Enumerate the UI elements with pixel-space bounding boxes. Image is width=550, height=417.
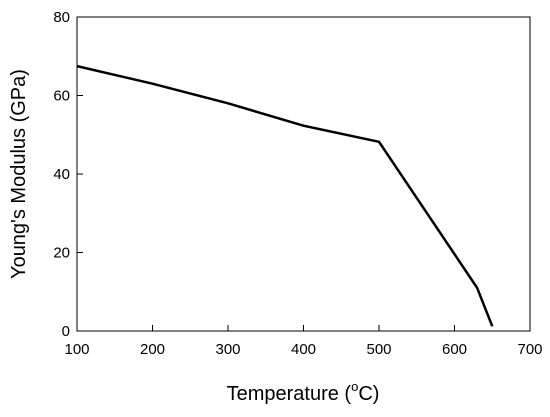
series-line-youngs-modulus	[76, 64, 494, 327]
y-axis-label: Young's Modulus (GPa)	[8, 69, 30, 279]
x-tick-label: 200	[140, 341, 165, 358]
x-tick-label: 300	[215, 341, 240, 358]
plot-area	[76, 16, 531, 332]
y-tick-label: 60	[53, 88, 70, 105]
x-axis-ticks: 100 200 300 400 500 600 700	[64, 325, 543, 358]
x-axis-label: Temperature (oC)	[227, 379, 380, 405]
x-tick-label: 100	[64, 341, 89, 358]
x-axis-label-part-1: Temperature (	[227, 383, 352, 405]
y-tick-label: 80	[53, 9, 70, 26]
x-tick-label: 400	[291, 341, 316, 358]
y-tick-label: 40	[53, 166, 70, 183]
y-axis-ticks: 0 20 40 60 80	[53, 9, 83, 340]
x-tick-label: 500	[366, 341, 391, 358]
x-tick-label: 700	[517, 341, 542, 358]
y-tick-label: 0	[62, 323, 70, 340]
y-tick-label: 20	[53, 245, 70, 262]
x-tick-label: 600	[442, 341, 467, 358]
x-axis-label-part-2: C)	[358, 383, 379, 405]
x-axis-label-superscript: o	[351, 379, 358, 394]
